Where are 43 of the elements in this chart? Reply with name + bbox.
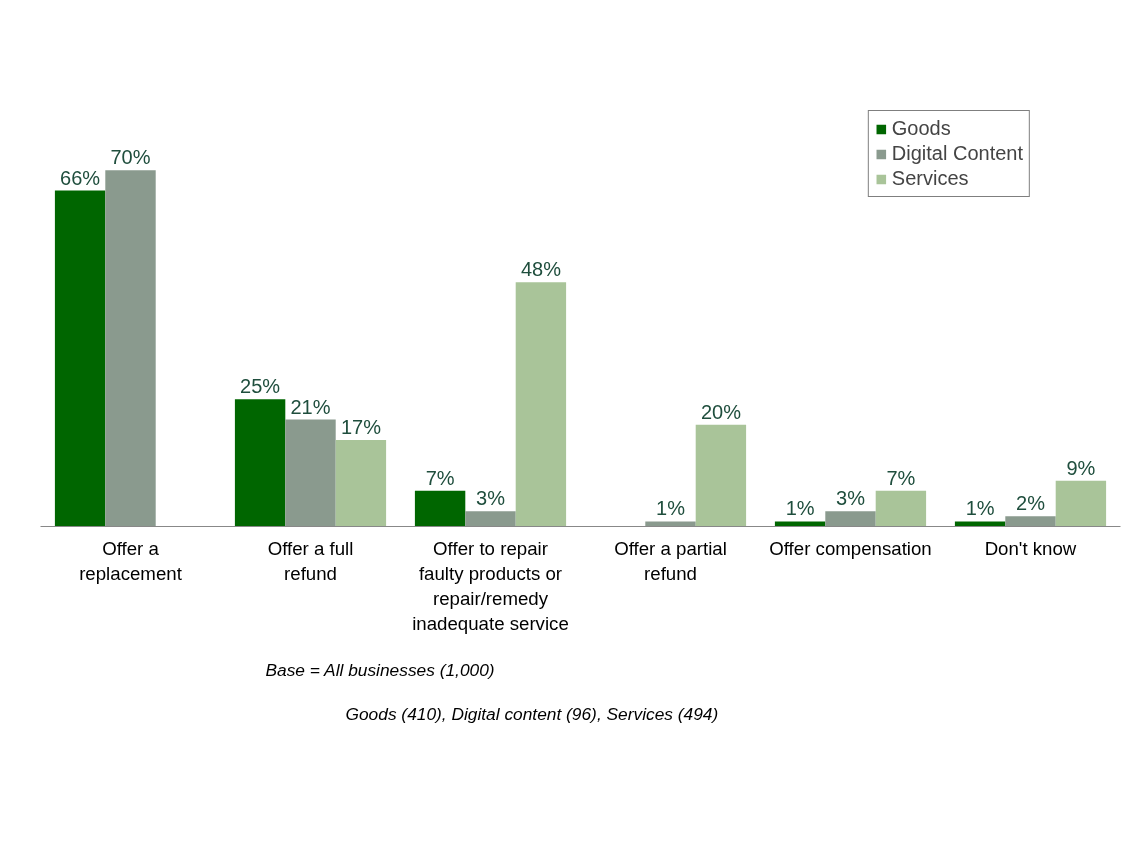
bar [285, 419, 336, 527]
data-label: 9% [1066, 456, 1096, 479]
text: Base = All businesses (1,000) [265, 659, 495, 680]
bar [105, 170, 156, 527]
data-label: 66% [60, 166, 101, 189]
x-tick-label: Offer compensation [769, 537, 932, 559]
bar [54, 190, 106, 527]
bar [695, 424, 747, 527]
legend-label: Services [891, 167, 969, 190]
bar [954, 521, 1006, 527]
bar [335, 439, 387, 527]
data-label: 21% [290, 395, 331, 418]
text: Goods (410), Digital content (96), Services (494) [345, 703, 719, 724]
bar [515, 282, 567, 527]
bar [1005, 516, 1056, 527]
data-label: 1% [965, 497, 995, 520]
data-label: 70% [110, 146, 151, 169]
data-label: 7% [886, 466, 916, 489]
bar [875, 490, 927, 527]
legend-label: Digital Content [891, 142, 1023, 165]
x-tick-label: Offer a partial refund [614, 537, 727, 584]
data-label: 48% [520, 258, 562, 281]
bar [774, 521, 826, 527]
bar [825, 511, 876, 527]
bar [1055, 480, 1107, 527]
data-label: 1% [656, 497, 686, 520]
data-label: 2% [1016, 492, 1046, 515]
bar [414, 490, 466, 527]
x-tick-label: Offer to repair faulty products or repair/remedy inadequate service [412, 537, 569, 635]
bar [234, 399, 286, 527]
data-label: 3% [836, 487, 866, 510]
x-tick-label: Offer a full refund [267, 537, 354, 584]
legend-label: Goods [891, 117, 951, 140]
data-label: 1% [785, 497, 815, 520]
data-label: 3% [476, 487, 506, 510]
data-label: 20% [700, 400, 742, 423]
bar [645, 521, 696, 527]
x-tick-label: Offer a replacement [79, 537, 183, 584]
data-label: 7% [425, 466, 455, 489]
x-tick-label: Don't know [984, 537, 1077, 559]
data-label: 25% [240, 375, 281, 398]
data-label: 17% [340, 415, 382, 438]
bar [465, 511, 516, 527]
